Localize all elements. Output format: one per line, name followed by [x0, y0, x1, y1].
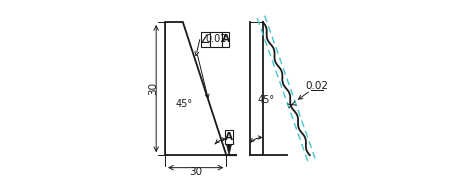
Bar [210, 32, 222, 47]
Polygon shape [227, 144, 232, 155]
Text: 30: 30 [148, 82, 158, 95]
Text: 45°: 45° [258, 95, 275, 105]
Text: ∠: ∠ [200, 33, 210, 46]
Text: 30: 30 [189, 166, 202, 176]
Bar [201, 32, 210, 47]
Bar [222, 32, 229, 47]
Text: 45°: 45° [176, 99, 193, 109]
Bar [225, 130, 234, 144]
Text: A: A [225, 132, 233, 142]
Text: 0.02: 0.02 [305, 81, 328, 91]
Text: 0.02: 0.02 [205, 34, 227, 44]
Text: A: A [221, 34, 229, 44]
